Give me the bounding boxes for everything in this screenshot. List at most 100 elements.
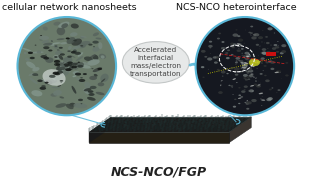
Ellipse shape [97, 68, 102, 70]
Ellipse shape [201, 50, 206, 53]
Ellipse shape [93, 47, 100, 52]
Ellipse shape [281, 44, 287, 47]
Ellipse shape [58, 64, 66, 67]
Ellipse shape [93, 32, 99, 36]
Ellipse shape [230, 67, 234, 69]
Ellipse shape [57, 27, 65, 35]
Ellipse shape [245, 103, 249, 105]
Ellipse shape [238, 71, 242, 72]
Ellipse shape [51, 87, 60, 88]
Ellipse shape [67, 50, 71, 52]
Ellipse shape [54, 56, 58, 58]
Ellipse shape [66, 65, 72, 68]
Ellipse shape [231, 46, 234, 48]
Ellipse shape [71, 62, 75, 64]
Ellipse shape [201, 66, 204, 68]
Ellipse shape [234, 67, 240, 70]
Ellipse shape [80, 36, 87, 38]
Ellipse shape [242, 64, 247, 67]
Ellipse shape [70, 32, 78, 36]
Ellipse shape [241, 90, 245, 93]
Ellipse shape [77, 43, 86, 48]
Ellipse shape [54, 60, 60, 63]
Ellipse shape [244, 68, 245, 69]
Ellipse shape [53, 75, 62, 80]
Ellipse shape [93, 46, 95, 47]
Ellipse shape [244, 67, 245, 68]
Ellipse shape [92, 41, 99, 44]
Ellipse shape [245, 66, 246, 67]
Ellipse shape [245, 102, 246, 103]
Ellipse shape [208, 45, 213, 48]
Ellipse shape [251, 36, 257, 40]
Ellipse shape [77, 63, 83, 68]
Ellipse shape [236, 60, 238, 62]
Ellipse shape [237, 46, 240, 47]
Ellipse shape [243, 55, 246, 57]
Ellipse shape [259, 61, 261, 63]
Ellipse shape [263, 70, 264, 71]
Ellipse shape [94, 70, 98, 72]
Ellipse shape [244, 65, 247, 67]
Ellipse shape [56, 67, 63, 72]
Ellipse shape [240, 71, 243, 73]
Ellipse shape [61, 64, 69, 69]
Ellipse shape [45, 82, 49, 84]
Ellipse shape [242, 65, 245, 67]
Ellipse shape [285, 74, 289, 77]
Text: cellular network nanosheets: cellular network nanosheets [2, 3, 136, 12]
Ellipse shape [245, 58, 249, 60]
Ellipse shape [41, 79, 47, 83]
Ellipse shape [235, 45, 236, 46]
Ellipse shape [231, 54, 233, 56]
Ellipse shape [260, 52, 265, 54]
Ellipse shape [30, 78, 38, 84]
Ellipse shape [238, 98, 241, 99]
Ellipse shape [245, 52, 249, 55]
Ellipse shape [264, 75, 266, 76]
Ellipse shape [255, 81, 257, 82]
Ellipse shape [88, 93, 94, 96]
Ellipse shape [225, 52, 228, 54]
Ellipse shape [60, 53, 65, 56]
Ellipse shape [73, 40, 77, 41]
Ellipse shape [73, 38, 80, 43]
Ellipse shape [65, 65, 69, 67]
Ellipse shape [261, 105, 262, 106]
Ellipse shape [53, 22, 60, 26]
Ellipse shape [40, 35, 42, 36]
Ellipse shape [35, 45, 37, 46]
Ellipse shape [256, 68, 258, 69]
Ellipse shape [236, 82, 238, 83]
Ellipse shape [68, 46, 72, 50]
Ellipse shape [262, 52, 267, 55]
Ellipse shape [56, 103, 66, 108]
Ellipse shape [55, 46, 57, 47]
Text: NCS-NCO heterointerface: NCS-NCO heterointerface [176, 3, 297, 12]
Ellipse shape [276, 70, 281, 73]
Polygon shape [229, 117, 251, 143]
Ellipse shape [235, 74, 238, 76]
Ellipse shape [54, 45, 58, 49]
Ellipse shape [281, 50, 286, 53]
Ellipse shape [247, 71, 248, 72]
Ellipse shape [233, 106, 236, 108]
Ellipse shape [45, 76, 51, 79]
Ellipse shape [244, 57, 245, 58]
Ellipse shape [221, 80, 223, 81]
Ellipse shape [58, 55, 63, 60]
Ellipse shape [41, 85, 46, 87]
Ellipse shape [196, 17, 294, 115]
Ellipse shape [244, 68, 245, 69]
Ellipse shape [80, 45, 83, 47]
Ellipse shape [254, 84, 257, 86]
Ellipse shape [43, 46, 50, 49]
Ellipse shape [45, 57, 53, 63]
Ellipse shape [235, 64, 237, 65]
Ellipse shape [60, 82, 62, 83]
Ellipse shape [52, 77, 56, 81]
Ellipse shape [64, 63, 70, 66]
Ellipse shape [58, 69, 62, 71]
Ellipse shape [248, 74, 253, 77]
Ellipse shape [251, 99, 257, 102]
